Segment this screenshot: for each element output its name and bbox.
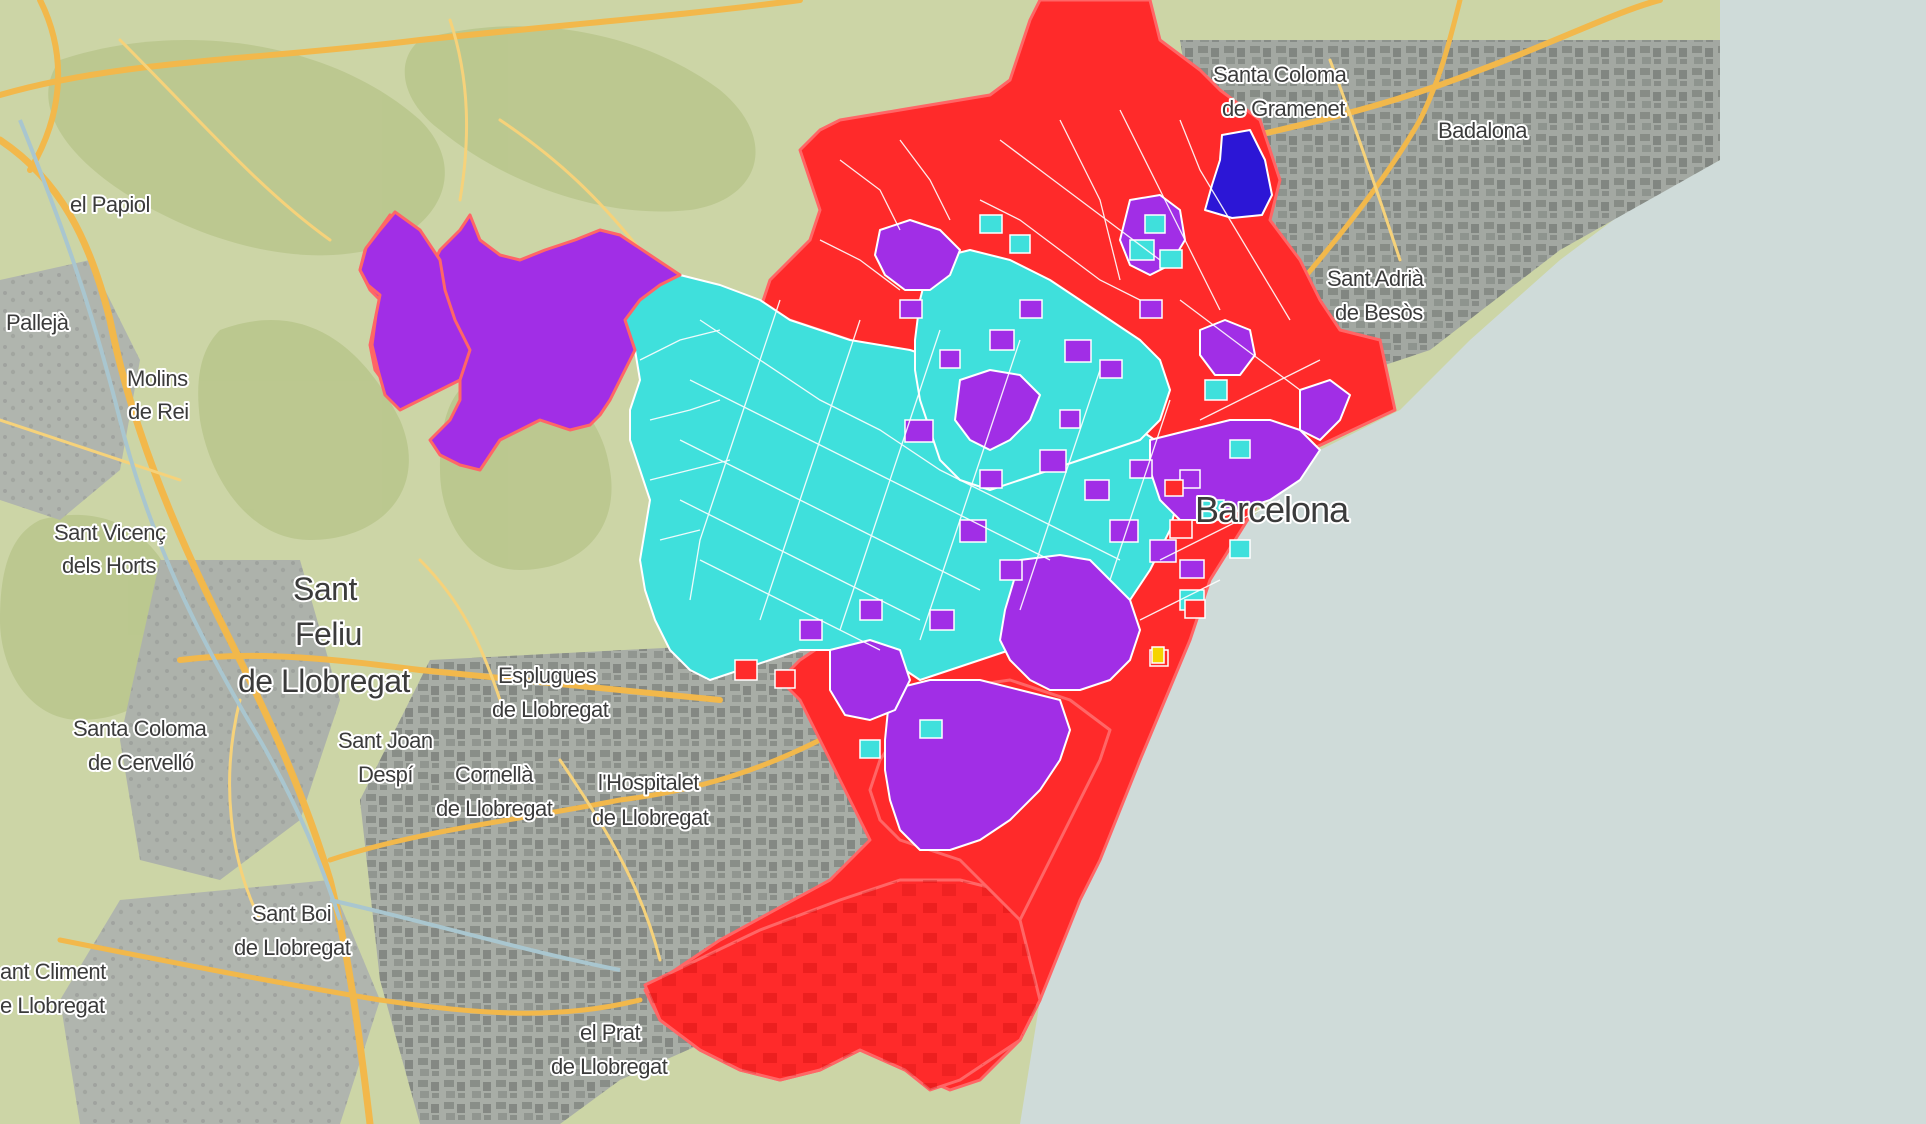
label-sant-boi-1: Sant Boi — [252, 901, 331, 926]
label-molins-1: Molins — [127, 366, 188, 391]
label-sant-climent-2: e Llobregat — [0, 993, 105, 1018]
label-sant-joan-despi-1: Sant Joan — [338, 728, 433, 753]
label-cornella-1: Cornellà — [455, 762, 534, 787]
label-sant-feliu-1: Sant — [293, 571, 357, 607]
region-blue[interactable] — [1204, 129, 1273, 219]
region-purple-diagonal-mar[interactable] — [1299, 379, 1351, 441]
label-sant-adria-2: de Besòs — [1335, 300, 1423, 325]
label-esplugues-2: de Llobregat — [492, 697, 609, 722]
label-sant-vicenc-1: Sant Vicenç — [54, 520, 166, 545]
label-sant-boi-2: de Llobregat — [234, 935, 351, 960]
label-hospitalet-1: l'Hospitalet — [598, 770, 699, 795]
choropleth-layer[interactable] — [358, 0, 1397, 1092]
region-purple-horta[interactable] — [874, 219, 961, 291]
roads — [0, 0, 1663, 1124]
region-purple-sants[interactable] — [829, 639, 911, 721]
label-hospitalet-2: de Llobregat — [592, 805, 709, 830]
label-el-prat-2: de Llobregat — [551, 1054, 668, 1079]
rivers — [18, 119, 621, 972]
purple-scattered-sections[interactable] — [799, 299, 1205, 641]
label-santa-coloma-gramenet-2: de Gramenet — [1222, 96, 1345, 121]
label-sant-feliu-3: de Llobregat — [238, 663, 411, 699]
label-palleja: Pallejà — [6, 310, 70, 335]
label-santa-coloma-gramenet-1: Santa Coloma — [1213, 62, 1348, 87]
label-sant-joan-despi-2: Despí — [358, 762, 413, 787]
label-molins-2: de Rei — [128, 399, 189, 424]
place-labels: Santa Coloma de Gramenet Badalona el Pap… — [0, 60, 1531, 1081]
label-sant-vicenc-2: dels Horts — [62, 553, 157, 578]
region-purple-sant-andreu[interactable] — [1199, 319, 1256, 376]
label-badalona: Badalona — [1438, 118, 1528, 143]
label-barcelona: Barcelona — [1195, 489, 1350, 530]
region-yellow[interactable] — [1151, 646, 1165, 664]
label-santa-coloma-cervello-2: de Cervelló — [88, 750, 194, 775]
region-purple-gracia[interactable] — [954, 369, 1041, 451]
label-sant-climent-1: ant Climent — [0, 959, 106, 984]
region-purple-west-lobe[interactable] — [358, 210, 472, 412]
label-sant-adria-1: Sant Adrià — [1327, 266, 1425, 291]
port-texture — [645, 880, 1040, 1090]
label-cornella-2: de Llobregat — [436, 796, 553, 821]
region-purple-poblenou[interactable] — [1149, 419, 1321, 521]
label-esplugues-1: Esplugues — [498, 663, 597, 688]
region-purple-old-town[interactable] — [999, 554, 1141, 691]
section-grid — [639, 109, 1321, 651]
label-sant-feliu-2: Feliu — [295, 616, 362, 652]
label-el-prat-1: el Prat — [580, 1020, 640, 1045]
label-el-papiol: el Papiol — [70, 192, 150, 217]
label-santa-coloma-cervello-1: Santa Coloma — [73, 716, 208, 741]
